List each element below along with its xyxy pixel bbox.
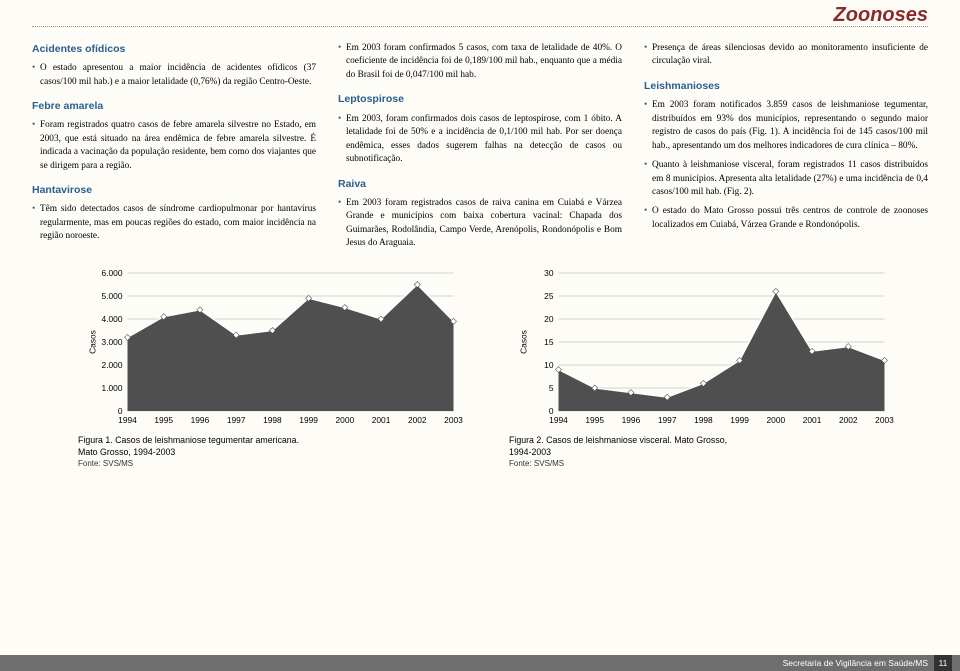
chart-1-title-line1: Figura 1. Casos de leishmaniose tegument… [78, 435, 469, 445]
svg-text:2001: 2001 [803, 415, 822, 425]
chart-2-title-line1: Figura 2. Casos de leishmaniose visceral… [509, 435, 900, 445]
svg-text:2003: 2003 [875, 415, 894, 425]
svg-text:5: 5 [549, 383, 554, 393]
subhead-hanta: Hantavirose [32, 183, 316, 198]
text-columns: Acidentes ofídicos O estado apresentou a… [0, 28, 960, 257]
svg-text:2002: 2002 [408, 415, 427, 425]
svg-text:1999: 1999 [730, 415, 749, 425]
chart-2-title-line2: 1994-2003 [509, 447, 900, 457]
svg-text:1994: 1994 [549, 415, 568, 425]
bullet-text: Em 2003 foram notificados 3.859 casos de… [644, 99, 928, 153]
chart-2-block: 0510152025301994199519961997199819992000… [509, 265, 900, 468]
chart-1-svg: 01.0002.0003.0004.0005.0006.000199419951… [78, 265, 469, 433]
svg-text:1996: 1996 [191, 415, 210, 425]
svg-text:1998: 1998 [263, 415, 282, 425]
svg-text:1998: 1998 [694, 415, 713, 425]
svg-text:6.000: 6.000 [102, 268, 123, 278]
page-number: 11 [934, 655, 952, 671]
bullet-text: Quanto à leishmaniose visceral, foram re… [644, 159, 928, 199]
svg-text:2003: 2003 [444, 415, 463, 425]
svg-text:1999: 1999 [299, 415, 318, 425]
svg-text:15: 15 [544, 337, 554, 347]
charts-row: 01.0002.0003.0004.0005.0006.000199419951… [0, 257, 960, 468]
svg-text:Casos: Casos [88, 330, 98, 354]
chart-2-source: Fonte: SVS/MS [509, 459, 900, 468]
svg-text:5.000: 5.000 [102, 291, 123, 301]
chart-1-block: 01.0002.0003.0004.0005.0006.000199419951… [78, 265, 469, 468]
svg-text:1995: 1995 [154, 415, 173, 425]
svg-text:25: 25 [544, 291, 554, 301]
svg-text:10: 10 [544, 360, 554, 370]
svg-text:1995: 1995 [585, 415, 604, 425]
footer-org: Secretaria de Vigilância em Saúde/MS [783, 658, 928, 668]
header: Zoonoses [0, 0, 960, 28]
svg-text:20: 20 [544, 314, 554, 324]
bullet-text: Em 2003 foram registrados casos de raiva… [338, 197, 622, 251]
chart-1-title-line2: Mato Grosso, 1994-2003 [78, 447, 469, 457]
subhead-acidentes: Acidentes ofídicos [32, 42, 316, 57]
bullet-text: Em 2003 foram confirmados 5 casos, com t… [338, 42, 622, 82]
svg-text:1997: 1997 [658, 415, 677, 425]
chart-1-source: Fonte: SVS/MS [78, 459, 469, 468]
svg-text:2000: 2000 [767, 415, 786, 425]
svg-text:4.000: 4.000 [102, 314, 123, 324]
subhead-lepto: Leptospirose [338, 92, 622, 107]
svg-text:2001: 2001 [372, 415, 391, 425]
chart-2-svg: 0510152025301994199519961997199819992000… [509, 265, 900, 433]
svg-text:1996: 1996 [622, 415, 641, 425]
bullet-text: O estado apresentou a maior incidência d… [32, 62, 316, 89]
svg-text:1.000: 1.000 [102, 383, 123, 393]
column-2: Em 2003 foram confirmados 5 casos, com t… [338, 42, 622, 257]
page-title: Zoonoses [834, 4, 928, 27]
title-underline [32, 26, 928, 27]
svg-text:1994: 1994 [118, 415, 137, 425]
svg-text:2.000: 2.000 [102, 360, 123, 370]
subhead-febre: Febre amarela [32, 99, 316, 114]
svg-text:2000: 2000 [336, 415, 355, 425]
bullet-text: Presença de áreas silenciosas devido ao … [644, 42, 928, 69]
svg-text:3.000: 3.000 [102, 337, 123, 347]
subhead-raiva: Raiva [338, 177, 622, 192]
subhead-leish: Leishmanioses [644, 79, 928, 94]
svg-text:Casos: Casos [519, 330, 529, 354]
column-1: Acidentes ofídicos O estado apresentou a… [32, 42, 316, 257]
bullet-text: Têm sido detectados casos de síndrome ca… [32, 203, 316, 243]
column-3: Presença de áreas silenciosas devido ao … [644, 42, 928, 257]
svg-text:1997: 1997 [227, 415, 246, 425]
bullet-text: Foram registrados quatro casos de febre … [32, 119, 316, 173]
svg-text:2002: 2002 [839, 415, 858, 425]
footer: Secretaria de Vigilância em Saúde/MS 11 [0, 655, 960, 671]
bullet-text: Em 2003, foram confirmados dois casos de… [338, 113, 622, 167]
bullet-text: O estado do Mato Grosso possui três cent… [644, 205, 928, 232]
svg-text:30: 30 [544, 268, 554, 278]
